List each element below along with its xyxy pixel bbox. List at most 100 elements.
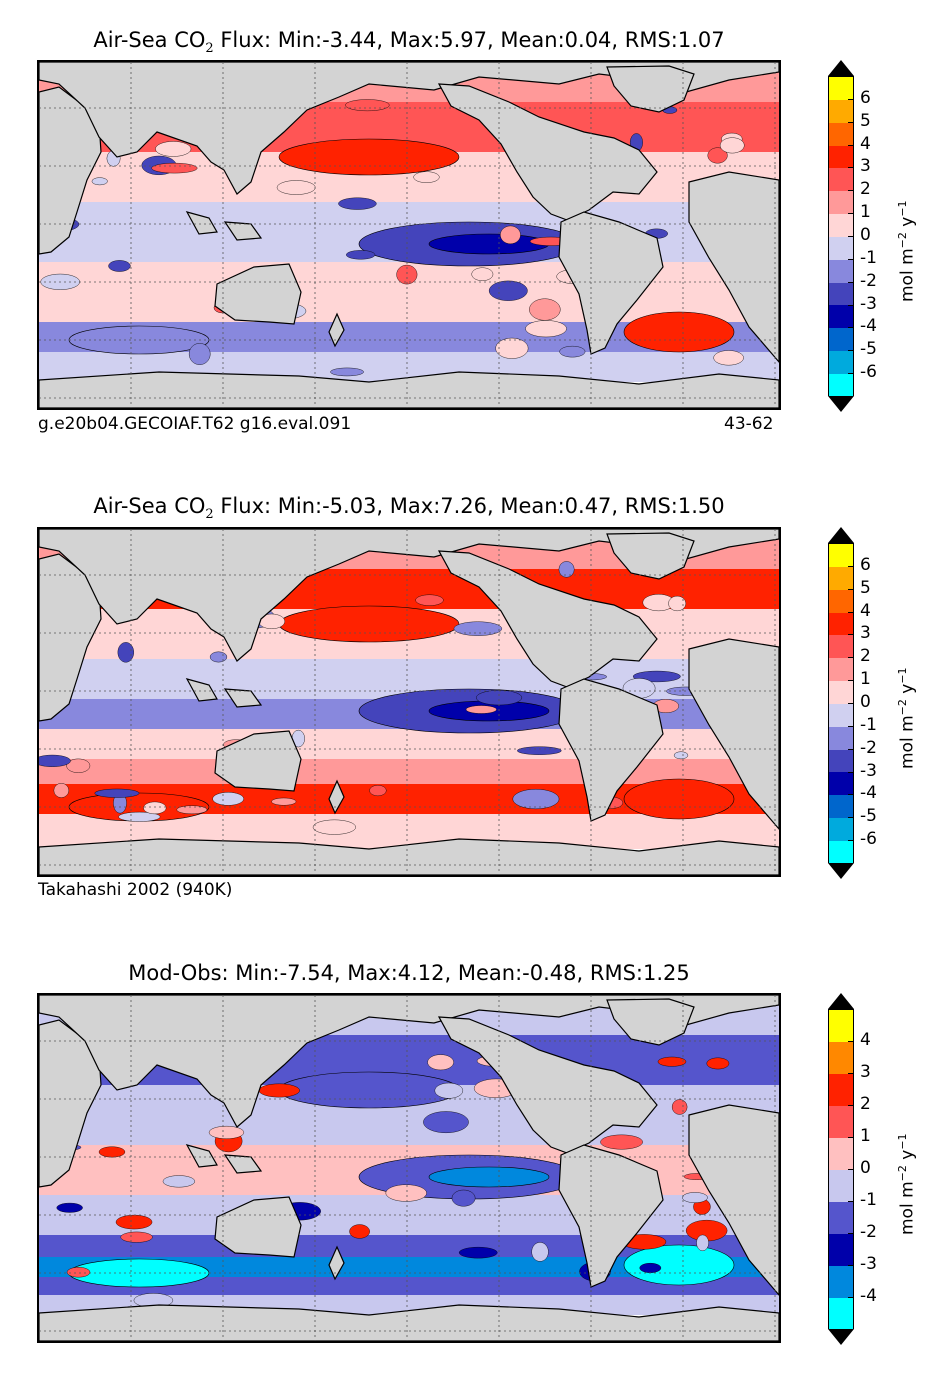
colorbar-tick-label: -3 bbox=[860, 1254, 877, 1274]
land-mass bbox=[214, 1196, 302, 1258]
colorbar-band bbox=[829, 351, 853, 374]
flux-contour-patch bbox=[209, 651, 228, 663]
colorbar-band bbox=[829, 122, 853, 146]
colorbar-band bbox=[829, 635, 853, 659]
land-mass bbox=[223, 221, 263, 241]
colorbar-tick bbox=[848, 1041, 854, 1042]
colorbar-tick-label: 6 bbox=[860, 87, 871, 108]
colorbar-tick-label: -1 bbox=[860, 714, 877, 735]
flux-contour-patch bbox=[312, 819, 356, 835]
colorbar-tick-label: 0 bbox=[860, 225, 871, 245]
flux-contour-patch bbox=[512, 788, 560, 810]
flux-contour-patch bbox=[423, 1111, 469, 1134]
flux-contour-patch bbox=[668, 595, 687, 612]
flux-contour-patch bbox=[500, 225, 521, 245]
flux-contour-patch bbox=[529, 298, 561, 321]
colorbar: 4 3 2 1 0 -1 -2 -3 -4 mol m−2 y−1 bbox=[828, 993, 918, 1345]
colorbar-tick-label: 2 bbox=[860, 646, 871, 667]
flux-contour-patch bbox=[673, 751, 689, 760]
colorbar-tick bbox=[848, 771, 854, 773]
colorbar-band bbox=[829, 1202, 853, 1234]
colorbar-tick bbox=[848, 588, 854, 590]
colorbar-band bbox=[829, 1074, 853, 1106]
flux-contour-patch bbox=[98, 1146, 126, 1158]
north-pacific-feature bbox=[278, 605, 460, 643]
colorbar: 6 5 4 3 2 1 0 -1 -2 -3 -4 -5 -6 mol m−2 y−1 bbox=[828, 527, 918, 879]
colorbar-tick-label: -3 bbox=[860, 293, 877, 314]
colorbar-band bbox=[829, 373, 853, 397]
colorbar-max-extend bbox=[828, 60, 854, 76]
colorbar-tick bbox=[848, 657, 854, 659]
colorbar-tick bbox=[848, 611, 854, 613]
colorbar-band bbox=[829, 1298, 853, 1330]
flux-contour-patch bbox=[671, 1099, 688, 1115]
flux-contour-patch bbox=[707, 147, 728, 164]
map-plot bbox=[37, 60, 781, 410]
land-mass bbox=[437, 550, 658, 688]
colorbar-tick bbox=[848, 1297, 854, 1298]
colorbar-tick-label: -6 bbox=[860, 829, 877, 850]
flux-map bbox=[39, 529, 779, 875]
colorbar-band bbox=[829, 544, 853, 567]
flux-contour-patch bbox=[115, 1214, 153, 1230]
colorbar-tick bbox=[848, 350, 854, 352]
colorbar-tick bbox=[848, 794, 854, 796]
colorbar-tick-label: 5 bbox=[860, 110, 871, 131]
flux-contour-patch bbox=[531, 1242, 549, 1262]
flux-contour-patch bbox=[258, 1083, 300, 1098]
flux-contour-patch bbox=[39, 754, 71, 767]
colorbar-tick bbox=[848, 144, 854, 146]
map-title: Air-Sea CO2 Flux: Min:-5.03, Max:7.26, M… bbox=[93, 494, 725, 523]
land-mass bbox=[39, 1304, 779, 1341]
colorbar-tick-label: 4 bbox=[860, 133, 871, 154]
colorbar-tick bbox=[848, 373, 854, 375]
colorbar-tick-label: 0 bbox=[860, 1158, 871, 1178]
flux-contour-patch bbox=[66, 1267, 91, 1278]
flux-contour-patch bbox=[188, 343, 211, 365]
land-mass bbox=[223, 1154, 263, 1174]
flux-contour-patch bbox=[476, 690, 523, 706]
colorbar-tick-label: 0 bbox=[860, 692, 871, 712]
flux-contour-patch bbox=[212, 792, 244, 806]
colorbar-tick bbox=[848, 725, 854, 727]
colorbar-tick-label: -4 bbox=[860, 1286, 877, 1306]
map-title: Mod-Obs: Min:-7.54, Max:4.12, Mean:-0.48… bbox=[128, 961, 690, 985]
land-mass bbox=[185, 678, 218, 702]
colorbar-tick bbox=[848, 213, 854, 215]
colorbar-tick-label: 6 bbox=[860, 554, 871, 575]
south-atlantic-feature bbox=[623, 1244, 735, 1286]
colorbar-tick bbox=[848, 1137, 854, 1138]
colorbar-tick-label: -5 bbox=[860, 806, 877, 827]
colorbar-tick-label: 5 bbox=[860, 577, 871, 598]
flux-map bbox=[39, 62, 779, 408]
land-mass bbox=[328, 312, 345, 348]
colorbar-band bbox=[829, 840, 853, 864]
flux-contour-patch bbox=[108, 260, 131, 272]
map-plot bbox=[37, 527, 781, 877]
colorbar-tick bbox=[848, 748, 854, 750]
years-label: 43-62 bbox=[724, 414, 774, 434]
colorbar-band bbox=[829, 1010, 853, 1042]
colorbar-band bbox=[829, 305, 853, 329]
flux-contour-patch bbox=[271, 797, 297, 806]
north-pacific-feature bbox=[278, 1071, 460, 1109]
land-mass bbox=[328, 779, 345, 815]
colorbar-band bbox=[829, 259, 853, 283]
colorbar-tick bbox=[848, 190, 854, 192]
flux-contour-patch bbox=[117, 642, 134, 663]
colorbar-band bbox=[829, 818, 853, 841]
flux-contour-patch bbox=[396, 264, 418, 285]
land-mass bbox=[688, 638, 779, 830]
flux-contour-patch bbox=[696, 1234, 709, 1252]
colorbar-band bbox=[829, 214, 853, 237]
colorbar-tick bbox=[848, 1265, 854, 1266]
colorbar-max-extend bbox=[828, 993, 854, 1009]
colorbar-tick bbox=[848, 167, 854, 169]
colorbar-band bbox=[829, 566, 853, 590]
flux-contour-patch bbox=[94, 788, 140, 798]
colorbar-tick-label: 1 bbox=[860, 669, 871, 690]
colorbar-tick-label: -6 bbox=[860, 362, 877, 383]
colorbar: 6 5 4 3 2 1 0 -1 -2 -3 -4 -5 -6 mol m−2 y−1 bbox=[828, 60, 918, 412]
colorbar-bands bbox=[828, 1009, 854, 1330]
colorbar-band bbox=[829, 1234, 853, 1266]
